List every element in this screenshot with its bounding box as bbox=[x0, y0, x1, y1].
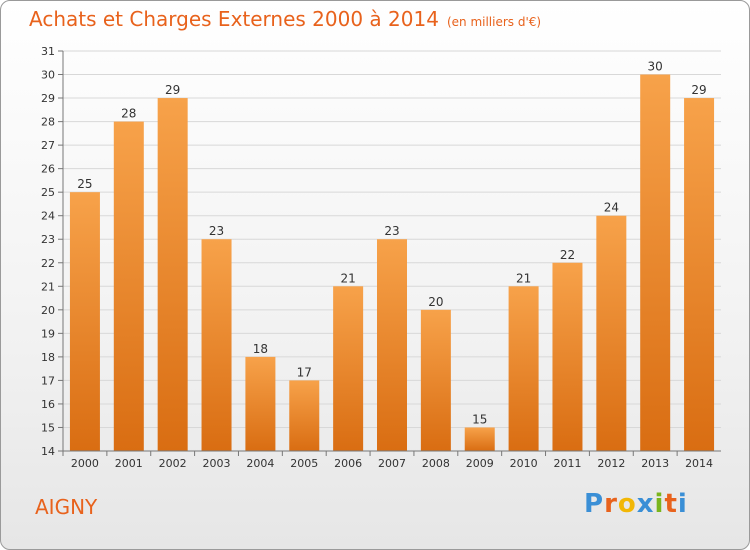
y-tick-label: 15 bbox=[41, 421, 55, 434]
y-tick-label: 17 bbox=[41, 374, 55, 387]
bar-2014 bbox=[684, 98, 715, 451]
value-label: 28 bbox=[121, 107, 136, 121]
bar-2007 bbox=[377, 239, 407, 451]
value-label: 20 bbox=[428, 295, 443, 309]
bar-2013 bbox=[640, 74, 671, 451]
x-tick-label: 2010 bbox=[510, 457, 538, 470]
y-tick-label: 18 bbox=[41, 351, 55, 364]
x-tick-label: 2005 bbox=[290, 457, 318, 470]
y-tick-label: 14 bbox=[41, 445, 55, 458]
value-label: 30 bbox=[648, 60, 663, 74]
bar-2003 bbox=[201, 239, 232, 451]
logo-letter: i bbox=[654, 489, 665, 519]
value-labels: 25 28 29 23 18 17 21 23 20 15 21 22 24 30 29 bbox=[77, 60, 706, 427]
bar-2002 bbox=[157, 98, 188, 451]
x-tick-label: 2006 bbox=[334, 457, 362, 470]
x-tick-label: 2008 bbox=[422, 457, 450, 470]
value-label: 29 bbox=[165, 83, 180, 97]
value-label: 29 bbox=[691, 83, 706, 97]
value-label: 22 bbox=[560, 248, 575, 262]
value-label: 23 bbox=[384, 224, 399, 238]
logo-letter: x bbox=[636, 489, 655, 519]
value-label: 23 bbox=[209, 224, 224, 238]
x-tick-label: 2004 bbox=[246, 457, 274, 470]
chart-subtitle: (en milliers d'€) bbox=[446, 15, 542, 29]
y-tick-label: 24 bbox=[41, 210, 55, 223]
logo-letter: o bbox=[617, 489, 637, 519]
y-tick-label: 26 bbox=[41, 163, 55, 176]
y-tick-label: 22 bbox=[41, 257, 55, 270]
bars bbox=[69, 74, 715, 452]
bar-2006 bbox=[333, 286, 364, 451]
value-label: 24 bbox=[604, 201, 619, 215]
y-tick-label: 29 bbox=[41, 92, 55, 105]
axes bbox=[62, 51, 721, 452]
logo-letter: r bbox=[604, 489, 618, 519]
bar-2005 bbox=[289, 380, 320, 451]
y-tick-label: 31 bbox=[41, 45, 55, 58]
bar-2010 bbox=[508, 286, 539, 451]
x-tick-labels: 2000 2001 2002 2003 2004 2005 2006 2007 2008 2009… bbox=[71, 457, 713, 470]
bar-2001 bbox=[113, 121, 144, 452]
bar-2004 bbox=[245, 356, 276, 451]
bar-2000 bbox=[69, 192, 100, 452]
x-tick-label: 2013 bbox=[641, 457, 669, 470]
y-tick-label: 20 bbox=[41, 304, 55, 317]
bar-2011 bbox=[552, 262, 583, 451]
x-tick-label: 2001 bbox=[115, 457, 143, 470]
y-tick-label: 21 bbox=[41, 280, 55, 293]
y-tick-label: 28 bbox=[41, 116, 55, 129]
bar-2008 bbox=[420, 309, 451, 451]
x-tick-label: 2002 bbox=[159, 457, 187, 470]
logo-letter: P bbox=[584, 489, 605, 519]
bar-2012 bbox=[596, 215, 627, 451]
proxiti-logo: Proxiti bbox=[584, 489, 688, 519]
x-tick-label: 2003 bbox=[203, 457, 231, 470]
logo-letter: i bbox=[677, 489, 688, 519]
x-tick-label: 2000 bbox=[71, 457, 99, 470]
x-tick-label: 2009 bbox=[466, 457, 494, 470]
value-label: 25 bbox=[77, 177, 92, 191]
x-tick-label: 2011 bbox=[553, 457, 581, 470]
x-tick-label: 2007 bbox=[378, 457, 406, 470]
chart-title: Achats et Charges Externes 2000 à 2014 (e… bbox=[29, 7, 541, 31]
value-label: 21 bbox=[516, 271, 531, 285]
value-label: 18 bbox=[253, 342, 268, 356]
commune-name: AIGNY bbox=[35, 495, 98, 519]
bar-2009 bbox=[464, 427, 495, 451]
y-tick-label: 19 bbox=[41, 327, 55, 340]
y-tick-label: 16 bbox=[41, 398, 55, 411]
x-tick-label: 2012 bbox=[597, 457, 625, 470]
value-label: 17 bbox=[297, 365, 312, 379]
y-tick-label: 23 bbox=[41, 233, 55, 246]
y-tick-label: 25 bbox=[41, 186, 55, 199]
y-tick-label: 30 bbox=[41, 69, 55, 82]
value-label: 21 bbox=[340, 271, 355, 285]
title-text: Achats et Charges Externes 2000 à 2014 bbox=[29, 7, 439, 31]
x-tick-label: 2014 bbox=[685, 457, 713, 470]
value-label: 15 bbox=[472, 412, 487, 426]
y-tick-label: 27 bbox=[41, 139, 55, 152]
logo-letter: t bbox=[664, 489, 678, 519]
y-tick-labels: 14 15 16 17 18 19 20 21 22 23 24 25 26 27 28 29 30 31 bbox=[41, 45, 55, 458]
